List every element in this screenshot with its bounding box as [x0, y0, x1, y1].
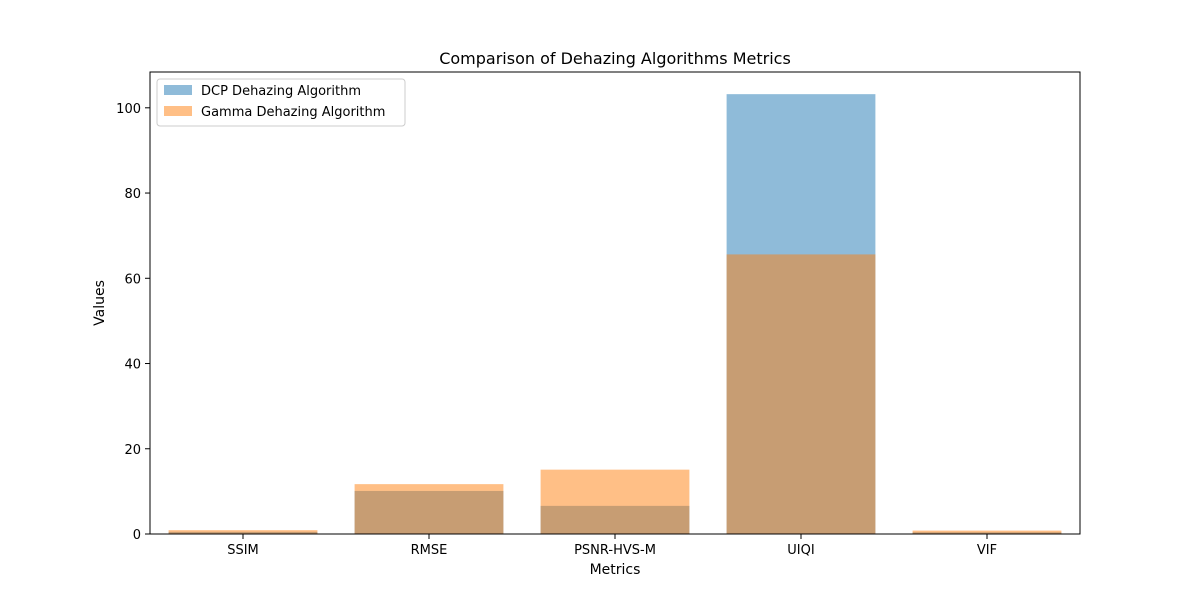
x-axis: SSIM RMSE PSNR-HVS-M UIQI VIF: [227, 534, 997, 558]
legend-swatch-gamma: [164, 106, 192, 116]
x-tick-label: PSNR-HVS-M: [574, 543, 656, 558]
bar-gamma-uiqi: [726, 254, 876, 535]
x-tick-label: VIF: [977, 543, 997, 558]
bars-layer: [168, 94, 1062, 535]
y-tick-label: 20: [124, 443, 141, 458]
plot-area: [150, 72, 1080, 534]
y-tick-label: 80: [124, 187, 141, 202]
bar-gamma-rmse: [354, 484, 504, 534]
chart-title: Comparison of Dehazing Algorithms Metric…: [439, 49, 791, 68]
y-tick-label: 60: [124, 272, 141, 287]
x-axis-label: Metrics: [590, 562, 641, 578]
legend-label-dcp: DCP Dehazing Algorithm: [201, 84, 361, 99]
bar-gamma-psnr-hvs-m: [540, 469, 690, 534]
y-axis: 0 20 40 60 80 100: [116, 102, 150, 543]
y-tick-label: 40: [124, 358, 141, 373]
legend: DCP Dehazing Algorithm Gamma Dehazing Al…: [156, 78, 406, 127]
y-axis-label: Values: [92, 280, 108, 326]
x-tick-label: RMSE: [411, 543, 448, 558]
legend-swatch-dcp: [164, 85, 192, 95]
x-tick-label: SSIM: [227, 543, 259, 558]
bar-gamma-ssim: [168, 530, 318, 534]
y-tick-label: 100: [116, 102, 141, 117]
x-tick-label: UIQI: [787, 543, 814, 558]
y-tick-label: 0: [133, 528, 141, 543]
legend-box: [156, 78, 406, 127]
legend-label-gamma: Gamma Dehazing Algorithm: [201, 105, 385, 120]
bar-gamma-vif: [912, 530, 1062, 534]
